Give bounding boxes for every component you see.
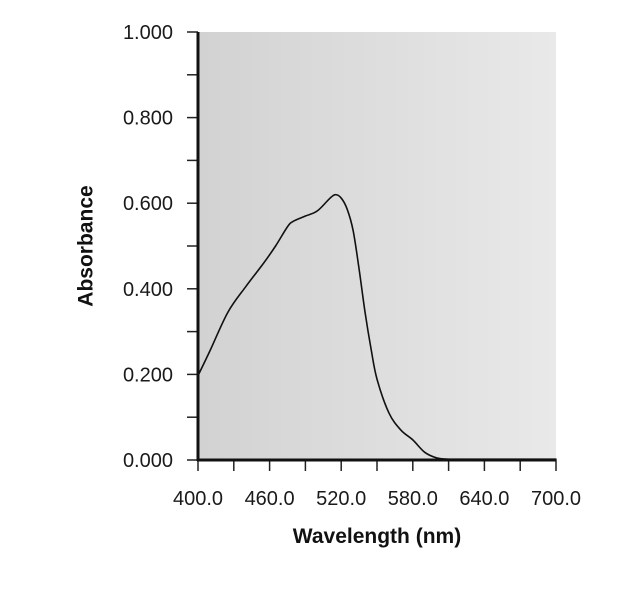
y-tick-label: 1.000 (123, 22, 173, 44)
axis-ticks (187, 31, 557, 471)
x-tick-label: 520.0 (316, 488, 366, 510)
axis-tick-labels: 0.000 0.200 0.400 0.600 0.800 1.000 400.0 460.0… (123, 22, 581, 510)
y-tick-label: 0.800 (123, 108, 173, 130)
y-tick-label: 0.400 (123, 279, 173, 301)
y-axis-title: Absorbance (74, 185, 97, 306)
y-tick-label: 0.000 (123, 450, 173, 472)
plot-area (198, 32, 556, 460)
x-tick-label: 400.0 (173, 488, 223, 510)
y-tick-label: 0.200 (123, 364, 173, 386)
x-tick-label: 700.0 (531, 488, 581, 510)
x-tick-label: 460.0 (245, 488, 295, 510)
x-tick-label: 580.0 (388, 488, 438, 510)
y-tick-label: 0.600 (123, 193, 173, 215)
x-axis-title: Wavelength (nm) (293, 525, 461, 548)
x-tick-label: 640.0 (459, 488, 509, 510)
